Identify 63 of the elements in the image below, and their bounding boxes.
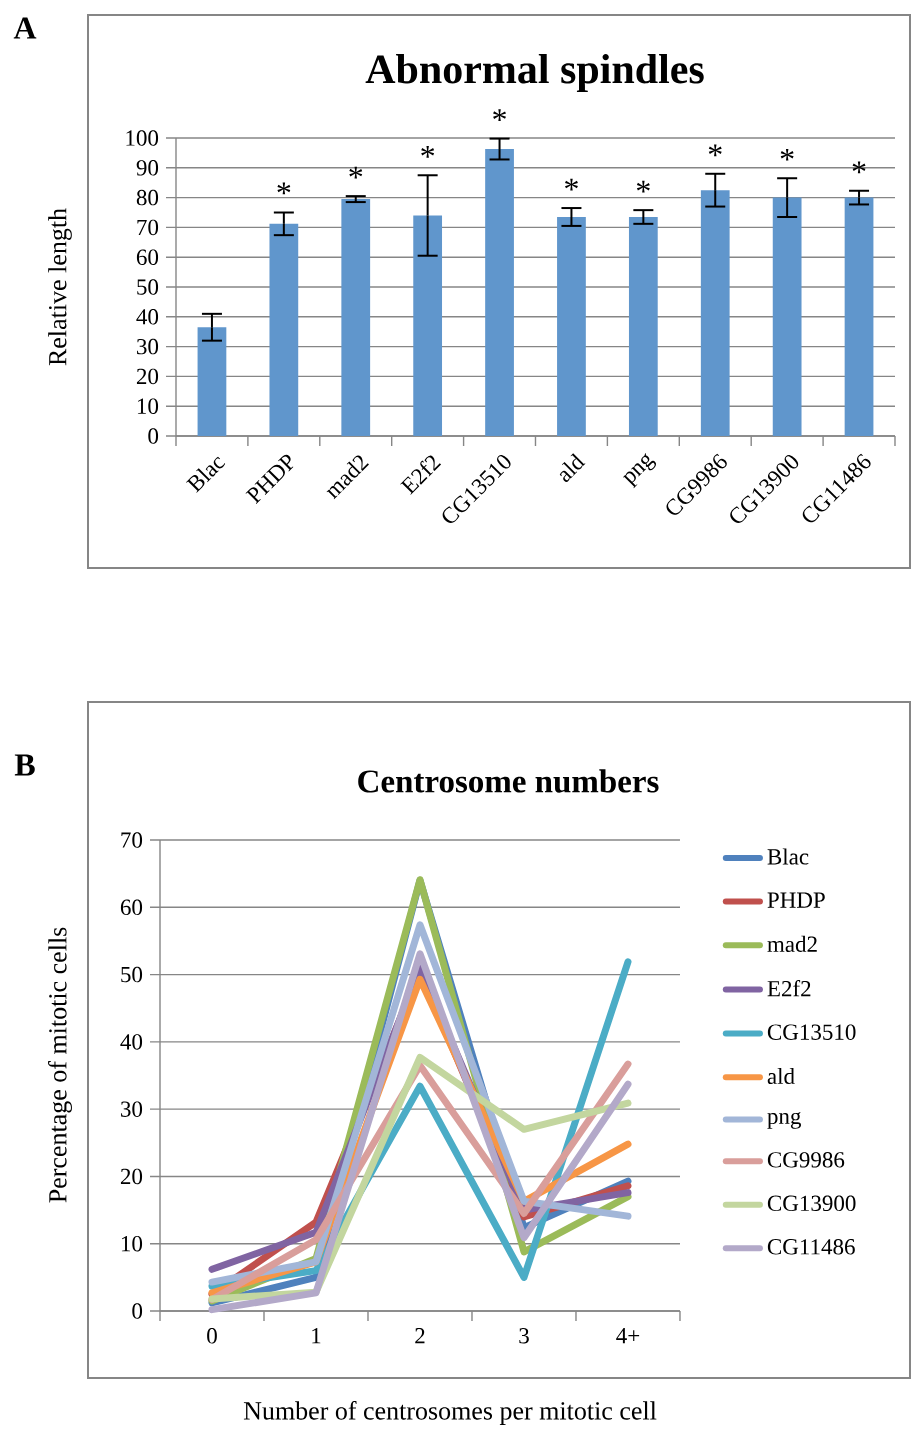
y-axis-title: Percentage of mitotic cells bbox=[48, 927, 72, 1203]
y-tick-label: 70 bbox=[137, 219, 159, 236]
chart-title: Abnormal spindles bbox=[365, 53, 704, 93]
annotation: * bbox=[708, 144, 722, 157]
annotation: * bbox=[277, 182, 291, 195]
y-tick-label: 20 bbox=[120, 1168, 143, 1185]
x-tick-label: png bbox=[623, 453, 657, 489]
x-tick-label: 2 bbox=[415, 1328, 425, 1344]
legend-label: PHDP bbox=[767, 892, 825, 908]
bar bbox=[700, 190, 730, 437]
x-tick-label: 0 bbox=[207, 1328, 217, 1344]
y-tick-label: 20 bbox=[136, 368, 159, 385]
legend-label: CG13510 bbox=[767, 1024, 856, 1040]
y-tick-label: 50 bbox=[121, 966, 143, 983]
text: B bbox=[14, 754, 35, 776]
x-tick-label: 1 bbox=[312, 1328, 321, 1344]
annotation: * bbox=[780, 148, 794, 161]
chart-title: Centrosome numbers bbox=[358, 769, 659, 793]
text: A bbox=[13, 17, 37, 39]
legend-label: ald bbox=[767, 1067, 795, 1085]
bar bbox=[485, 149, 514, 437]
bar bbox=[341, 199, 371, 437]
legend-label: CG11486 bbox=[767, 1239, 855, 1255]
y-tick-label: 30 bbox=[137, 338, 159, 355]
bar bbox=[557, 216, 586, 437]
x-tick-label: ald bbox=[559, 453, 586, 482]
bar bbox=[844, 197, 874, 437]
y-tick-label: 90 bbox=[136, 160, 159, 176]
y-tick-label: 60 bbox=[120, 899, 143, 916]
y-tick-label: 50 bbox=[137, 279, 159, 295]
bar bbox=[628, 216, 658, 437]
y-tick-label: 40 bbox=[120, 1034, 143, 1050]
legend-label: Blac bbox=[767, 848, 809, 865]
y-tick-label: 0 bbox=[132, 1303, 143, 1319]
legend-label: png bbox=[767, 1112, 802, 1129]
y-tick-label: 60 bbox=[136, 249, 159, 265]
bar bbox=[413, 215, 443, 437]
x-axis-title: Number of centrosomes per mitotic cell bbox=[243, 1401, 657, 1425]
annotation: * bbox=[349, 166, 363, 179]
annotation: * bbox=[636, 180, 650, 193]
y-tick-label: 70 bbox=[121, 832, 143, 848]
x-tick-label: 4+ bbox=[616, 1328, 640, 1344]
legend-label: E2f2 bbox=[767, 980, 811, 997]
x-tick-label: Blac bbox=[186, 456, 226, 493]
x-tick-label: 3 bbox=[519, 1328, 529, 1344]
bar bbox=[269, 223, 299, 437]
y-tick-label: 40 bbox=[136, 309, 159, 325]
y-tick-label: 80 bbox=[136, 189, 159, 206]
legend-label: CG13900 bbox=[767, 1195, 856, 1212]
legend-label: mad2 bbox=[767, 935, 817, 953]
bar bbox=[197, 327, 227, 437]
y-tick-label: 30 bbox=[121, 1101, 143, 1117]
annotation: * bbox=[565, 178, 578, 191]
bar bbox=[772, 197, 802, 437]
y-tick-label: 0 bbox=[148, 428, 159, 444]
annotation: * bbox=[493, 109, 506, 121]
y-tick-label: 100 bbox=[126, 130, 159, 146]
y-axis-title: Relative length bbox=[48, 208, 72, 366]
y-tick-label: 10 bbox=[121, 1235, 143, 1252]
annotation: * bbox=[852, 161, 866, 174]
legend-label: CG9986 bbox=[767, 1152, 845, 1168]
y-tick-label: 10 bbox=[137, 398, 159, 414]
annotation: * bbox=[421, 145, 435, 158]
